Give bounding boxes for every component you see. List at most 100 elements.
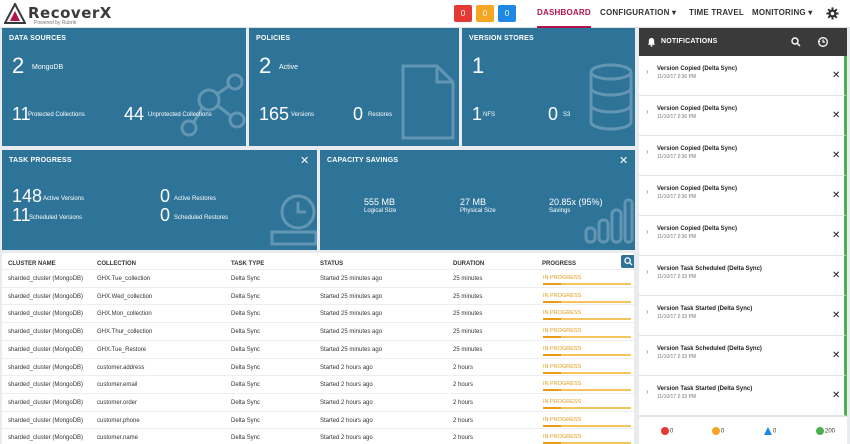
notification-item[interactable]: › Version Copied (Delta Sync) 11/10/17 2:3… bbox=[639, 176, 847, 216]
nav-monitoring[interactable]: MONITORING ▾ bbox=[752, 0, 813, 28]
document-icon bbox=[401, 64, 455, 140]
table-row[interactable]: sharded_cluster (MongoDB) customer.email D… bbox=[2, 375, 634, 393]
chevron-right-icon[interactable]: › bbox=[646, 67, 649, 76]
scheduled-versions-label: Scheduled Versions bbox=[29, 215, 83, 221]
close-icon[interactable]: ✕ bbox=[832, 230, 841, 241]
cell-task-type: Delta Sync bbox=[231, 311, 261, 318]
footer-critical-count[interactable]: 0 bbox=[661, 427, 673, 435]
cell-status: Started 2 hours ago bbox=[320, 399, 373, 406]
notification-time: 11/10/17 2:36 PM bbox=[657, 234, 697, 240]
close-icon[interactable]: ✕ bbox=[619, 155, 629, 167]
notifications-panel: NOTIFICATIONS › Version Copied (Delta Syn… bbox=[639, 28, 847, 444]
table-row[interactable]: sharded_cluster (MongoDB) GHX.Tue_Restore… bbox=[2, 339, 634, 358]
alert-badge-warning[interactable]: 0 bbox=[476, 5, 494, 22]
brand-name: RecoverX bbox=[28, 4, 112, 22]
notification-item[interactable]: › Version Copied (Delta Sync) 11/10/17 2:3… bbox=[639, 56, 847, 96]
nav-dashboard[interactable]: DASHBOARD bbox=[537, 0, 591, 28]
history-icon[interactable] bbox=[817, 36, 829, 48]
col-header-duration[interactable]: DURATION bbox=[453, 261, 485, 267]
col-header-status[interactable]: STATUS bbox=[320, 261, 344, 267]
table-row[interactable]: sharded_cluster (MongoDB) GHX.Wed_collect… bbox=[2, 286, 634, 305]
table-row[interactable]: sharded_cluster (MongoDB) customer.order D… bbox=[2, 392, 634, 411]
nav-configuration[interactable]: CONFIGURATION ▾ bbox=[600, 0, 676, 28]
chevron-right-icon[interactable]: › bbox=[646, 107, 649, 116]
close-icon[interactable]: ✕ bbox=[832, 70, 841, 81]
col-header-collection[interactable]: COLLECTION bbox=[97, 261, 136, 267]
close-icon[interactable]: ✕ bbox=[300, 155, 310, 167]
chevron-right-icon[interactable]: › bbox=[646, 227, 649, 236]
chevron-right-icon[interactable]: › bbox=[646, 307, 649, 316]
notification-item[interactable]: › Version Copied (Delta Sync) 11/10/17 2:3… bbox=[639, 96, 847, 136]
card-data-sources[interactable]: DATA SOURCES 2 MongoDB 11 Protected Coll… bbox=[2, 28, 246, 146]
close-icon[interactable]: ✕ bbox=[832, 390, 841, 401]
cell-collection: GHX.Tue_collection bbox=[97, 276, 151, 282]
notification-item[interactable]: › Version Task Started (Delta Sync) 11/10/… bbox=[639, 376, 847, 416]
search-icon[interactable] bbox=[791, 37, 801, 47]
logical-size-value: 555 MB bbox=[364, 197, 396, 207]
footer-warning-count[interactable]: 0 bbox=[712, 427, 724, 435]
warning-status-icon bbox=[712, 427, 720, 435]
close-icon[interactable]: ✕ bbox=[832, 310, 841, 321]
progress-label: IN PROGRESS bbox=[543, 275, 582, 281]
bar-chart-icon bbox=[584, 198, 634, 244]
close-icon[interactable]: ✕ bbox=[832, 110, 841, 121]
physical-size-value: 27 MB bbox=[460, 197, 487, 207]
card-capacity-savings[interactable]: CAPACITY SAVINGS ✕ 555 MB Logical Size 2… bbox=[320, 150, 635, 250]
cell-task-type: Delta Sync bbox=[231, 417, 261, 424]
notification-time: 11/10/17 2:33 PM bbox=[657, 314, 697, 320]
footer-info-count[interactable]: 0 bbox=[764, 427, 776, 435]
chevron-right-icon[interactable]: › bbox=[646, 387, 649, 396]
gear-icon[interactable] bbox=[826, 7, 839, 20]
cell-collection: GHX.Tue_Restore bbox=[97, 346, 147, 353]
task-table: CLUSTER NAME COLLECTION TASK TYPE STATUS… bbox=[2, 253, 634, 444]
close-icon[interactable]: ✕ bbox=[832, 350, 841, 361]
info-status-icon bbox=[764, 427, 772, 435]
progress-bar bbox=[543, 318, 631, 321]
card-policies[interactable]: POLICIES 2 Active 165 Versions 0 Restore… bbox=[249, 28, 459, 146]
cell-status: Started 2 hours ago bbox=[320, 364, 373, 371]
cell-duration: 2 hours bbox=[453, 399, 474, 406]
progress-bar-fill bbox=[543, 406, 561, 409]
chevron-right-icon[interactable]: › bbox=[646, 187, 649, 196]
notification-item[interactable]: › Version Task Scheduled (Delta Sync) 11/1… bbox=[639, 336, 847, 376]
table-row[interactable]: sharded_cluster (MongoDB) GHX.Thur_collec… bbox=[2, 322, 634, 340]
table-row[interactable]: sharded_cluster (MongoDB) GHX.Tue_collect… bbox=[2, 269, 634, 287]
alert-badge-info[interactable]: 0 bbox=[498, 5, 516, 22]
version-stores-count: 1 bbox=[472, 53, 485, 78]
footer-success-count[interactable]: 200 bbox=[816, 427, 835, 435]
table-row[interactable]: sharded_cluster (MongoDB) customer.addres… bbox=[2, 357, 634, 376]
cell-status: Started 25 minutes ago bbox=[320, 329, 383, 336]
cell-collection: customer.order bbox=[97, 399, 138, 406]
notification-title: Version Copied (Delta Sync) bbox=[657, 186, 738, 192]
chevron-right-icon[interactable]: › bbox=[646, 147, 649, 156]
col-header-progress[interactable]: PROGRESS bbox=[542, 261, 577, 267]
search-icon bbox=[624, 257, 633, 266]
close-icon[interactable]: ✕ bbox=[832, 270, 841, 281]
card-version-stores[interactable]: VERSION STORES 1 1 NFS 0 S3 bbox=[462, 28, 635, 146]
table-row[interactable]: sharded_cluster (MongoDB) customer.phone D… bbox=[2, 410, 634, 429]
close-icon[interactable]: ✕ bbox=[832, 190, 841, 201]
restores-count: 0 bbox=[353, 104, 364, 124]
table-row[interactable]: sharded_cluster (MongoDB) GHX.Mon_collect… bbox=[2, 304, 634, 322]
notification-time: 11/10/17 2:36 PM bbox=[657, 114, 697, 120]
progress-bar bbox=[543, 336, 631, 339]
notification-item[interactable]: › Version Task Started (Delta Sync) 11/10/… bbox=[639, 296, 847, 336]
table-search-button[interactable] bbox=[621, 255, 634, 268]
col-header-task-type[interactable]: TASK TYPE bbox=[231, 261, 265, 267]
mongodb-label: MongoDB bbox=[32, 64, 64, 71]
nav-time-travel[interactable]: TIME TRAVEL bbox=[689, 8, 744, 17]
brand-logo[interactable]: RecoverX Powered by Rubrik bbox=[4, 3, 114, 26]
notification-item[interactable]: › Version Task Scheduled (Delta Sync) 11/1… bbox=[639, 256, 847, 296]
alert-badge-critical[interactable]: 0 bbox=[454, 5, 472, 22]
chevron-right-icon[interactable]: › bbox=[646, 347, 649, 356]
chevron-right-icon[interactable]: › bbox=[646, 267, 649, 276]
table-row[interactable]: sharded_cluster (MongoDB) customer.name De… bbox=[2, 428, 634, 444]
notification-item[interactable]: › Version Copied (Delta Sync) 11/10/17 2:3… bbox=[639, 136, 847, 176]
card-task-progress[interactable]: TASK PROGRESS ✕ 148 Active Versions 11 S… bbox=[2, 150, 317, 250]
footer-count-value: 0 bbox=[773, 428, 777, 435]
cell-status: Started 25 minutes ago bbox=[320, 346, 383, 353]
notification-time: 11/10/17 2:36 PM bbox=[657, 74, 697, 80]
notification-item[interactable]: › Version Copied (Delta Sync) 11/10/17 2:3… bbox=[639, 216, 847, 256]
close-icon[interactable]: ✕ bbox=[832, 150, 841, 161]
col-header-cluster[interactable]: CLUSTER NAME bbox=[8, 261, 56, 267]
